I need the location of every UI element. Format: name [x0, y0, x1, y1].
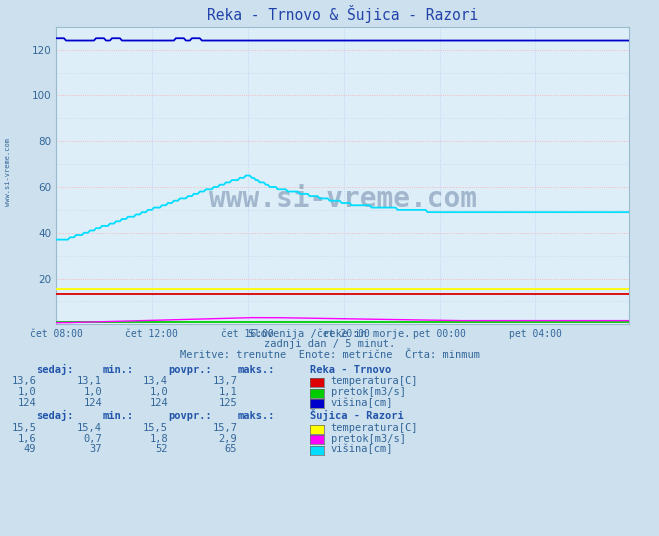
- Text: 124: 124: [84, 398, 102, 408]
- Text: sedaj:: sedaj:: [36, 363, 74, 375]
- Text: 124: 124: [18, 398, 36, 408]
- Text: 15,4: 15,4: [77, 423, 102, 433]
- Text: 52: 52: [156, 444, 168, 455]
- Text: Reka - Trnovo: Reka - Trnovo: [310, 364, 391, 375]
- Text: Meritve: trenutne  Enote: metrične  Črta: minmum: Meritve: trenutne Enote: metrične Črta: …: [179, 349, 480, 360]
- Text: sedaj:: sedaj:: [36, 410, 74, 421]
- Title: Reka - Trnovo & Šujica - Razori: Reka - Trnovo & Šujica - Razori: [207, 5, 478, 23]
- Text: Slovenija / reke in morje.: Slovenija / reke in morje.: [248, 329, 411, 339]
- Text: 13,7: 13,7: [212, 376, 237, 386]
- Text: pretok[m3/s]: pretok[m3/s]: [331, 387, 406, 397]
- Text: 15,7: 15,7: [212, 423, 237, 433]
- Text: višina[cm]: višina[cm]: [331, 444, 393, 455]
- Text: pretok[m3/s]: pretok[m3/s]: [331, 434, 406, 444]
- Text: povpr.:: povpr.:: [168, 411, 212, 421]
- Text: 13,6: 13,6: [11, 376, 36, 386]
- Text: 124: 124: [150, 398, 168, 408]
- Text: 13,4: 13,4: [143, 376, 168, 386]
- Text: 125: 125: [219, 398, 237, 408]
- Text: višina[cm]: višina[cm]: [331, 397, 393, 408]
- Text: Šujica - Razori: Šujica - Razori: [310, 409, 403, 421]
- Text: 65: 65: [225, 444, 237, 455]
- Text: 2,9: 2,9: [219, 434, 237, 444]
- Text: www.si-vreme.com: www.si-vreme.com: [5, 138, 11, 205]
- Text: 1,0: 1,0: [18, 387, 36, 397]
- Text: povpr.:: povpr.:: [168, 364, 212, 375]
- Text: 37: 37: [90, 444, 102, 455]
- Text: 1,0: 1,0: [84, 387, 102, 397]
- Text: maks.:: maks.:: [237, 364, 275, 375]
- Text: www.si-vreme.com: www.si-vreme.com: [209, 185, 476, 213]
- Text: 1,8: 1,8: [150, 434, 168, 444]
- Text: 13,1: 13,1: [77, 376, 102, 386]
- Text: min.:: min.:: [102, 411, 133, 421]
- Text: zadnji dan / 5 minut.: zadnji dan / 5 minut.: [264, 339, 395, 349]
- Text: 15,5: 15,5: [143, 423, 168, 433]
- Text: 49: 49: [24, 444, 36, 455]
- Text: 15,5: 15,5: [11, 423, 36, 433]
- Text: 0,7: 0,7: [84, 434, 102, 444]
- Text: temperatura[C]: temperatura[C]: [331, 376, 418, 386]
- Text: 1,1: 1,1: [219, 387, 237, 397]
- Text: temperatura[C]: temperatura[C]: [331, 423, 418, 433]
- Text: 1,6: 1,6: [18, 434, 36, 444]
- Text: 1,0: 1,0: [150, 387, 168, 397]
- Text: min.:: min.:: [102, 364, 133, 375]
- Text: maks.:: maks.:: [237, 411, 275, 421]
